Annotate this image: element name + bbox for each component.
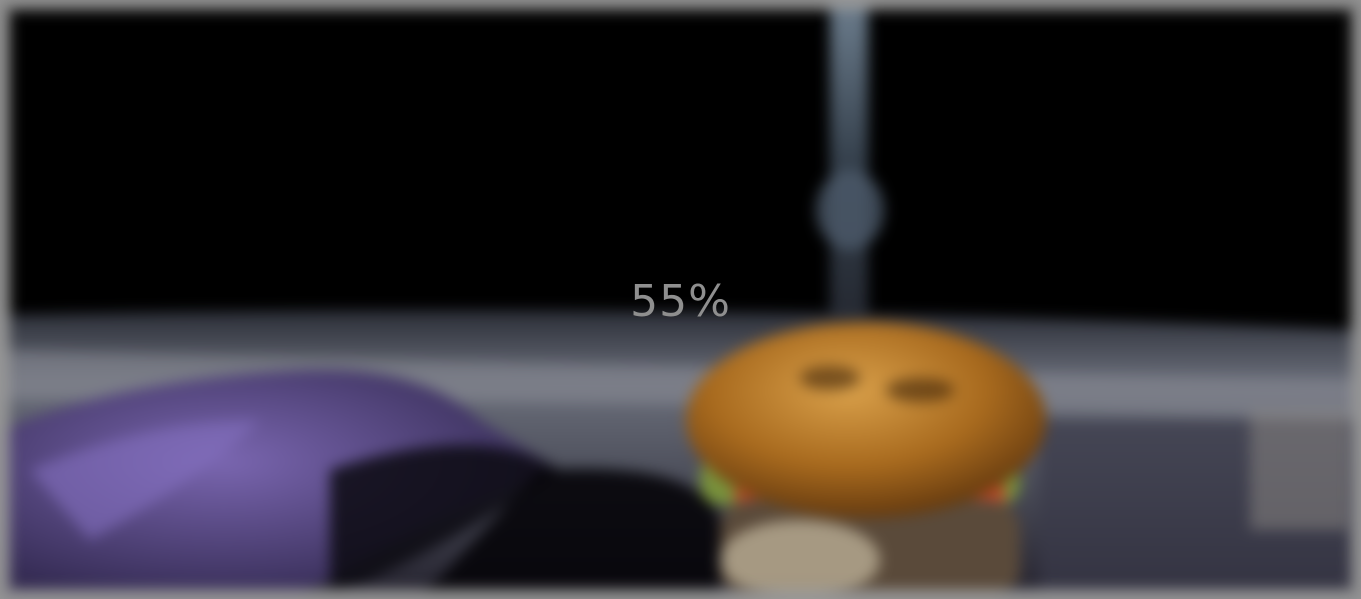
skewer	[830, 0, 868, 330]
loading-progress-label: 55%	[630, 276, 731, 327]
purple-cloth	[0, 369, 560, 599]
burger-bun	[686, 322, 1046, 518]
